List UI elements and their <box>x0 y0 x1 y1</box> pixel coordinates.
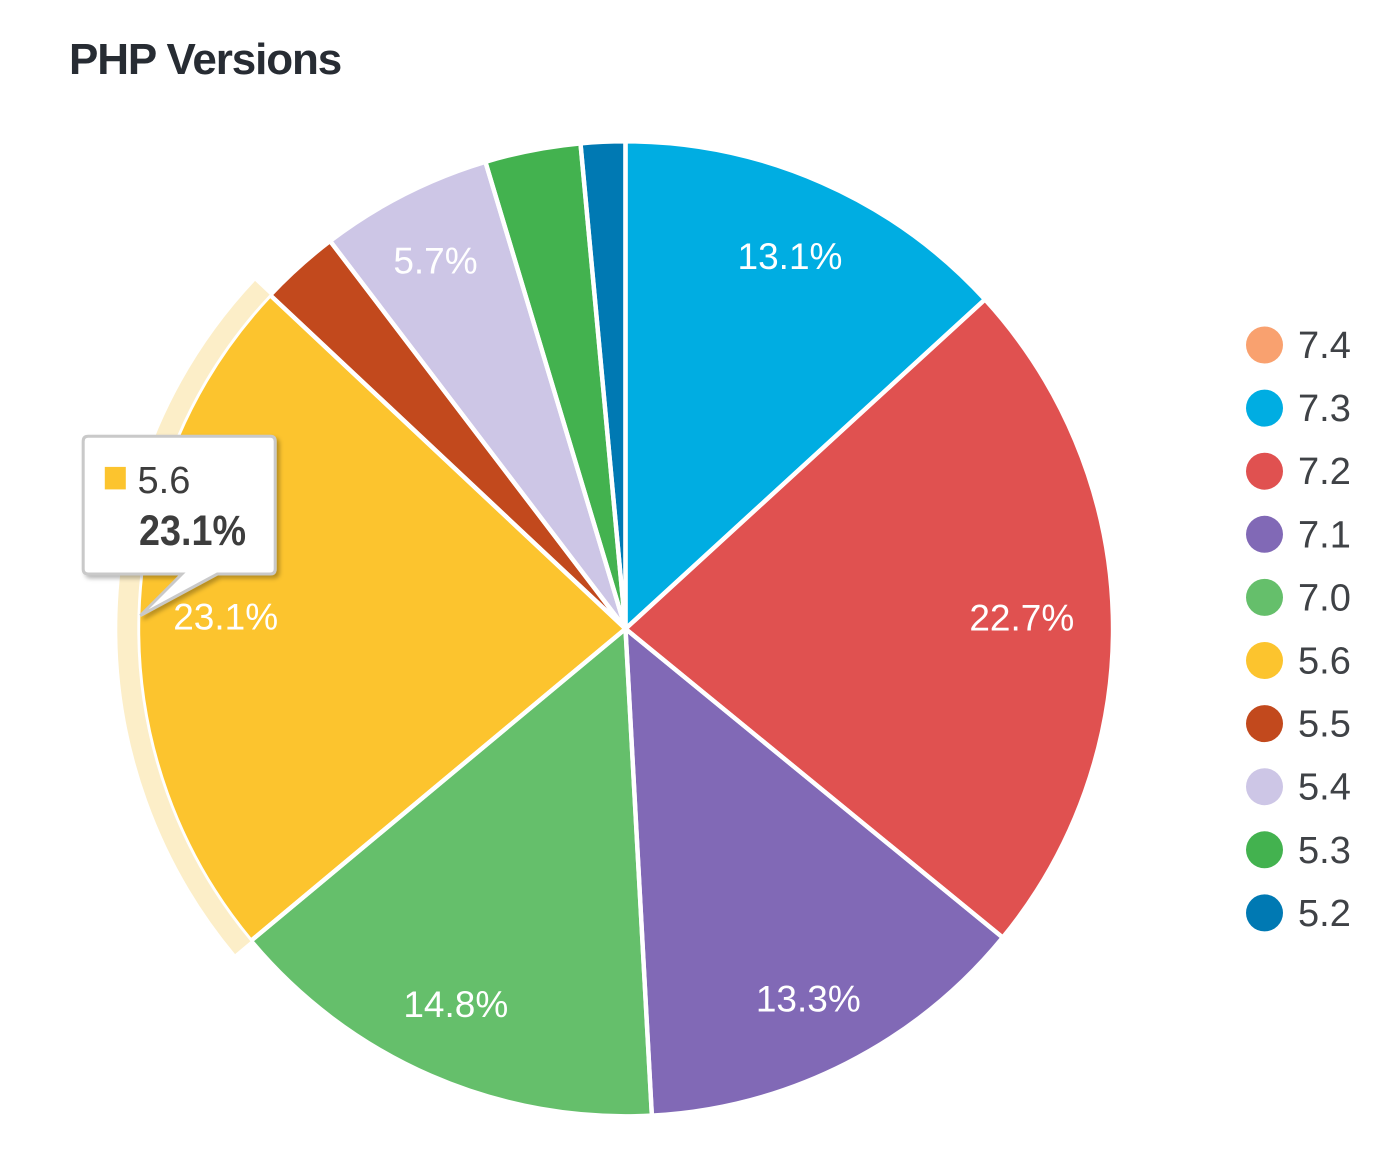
svg-text:23.1%: 23.1% <box>173 597 278 638</box>
svg-text:PHP Versions: PHP Versions <box>69 35 341 84</box>
svg-text:5.6: 5.6 <box>138 460 191 502</box>
svg-text:5.3: 5.3 <box>1298 830 1351 872</box>
svg-text:7.1: 7.1 <box>1298 514 1351 556</box>
svg-text:7.4: 7.4 <box>1298 325 1351 367</box>
svg-text:23.1%: 23.1% <box>139 507 246 555</box>
svg-text:14.8%: 14.8% <box>403 984 508 1025</box>
svg-text:5.4: 5.4 <box>1298 767 1351 809</box>
svg-text:5.5: 5.5 <box>1298 704 1351 746</box>
svg-text:22.7%: 22.7% <box>969 598 1074 639</box>
svg-text:13.3%: 13.3% <box>756 978 861 1019</box>
svg-text:5.2: 5.2 <box>1298 893 1351 935</box>
svg-text:7.0: 7.0 <box>1298 577 1351 619</box>
svg-text:7.3: 7.3 <box>1298 388 1351 430</box>
svg-text:7.2: 7.2 <box>1298 451 1351 493</box>
svg-text:13.1%: 13.1% <box>738 236 843 277</box>
svg-text:5.7%: 5.7% <box>393 240 477 281</box>
svg-text:5.6: 5.6 <box>1298 641 1351 683</box>
